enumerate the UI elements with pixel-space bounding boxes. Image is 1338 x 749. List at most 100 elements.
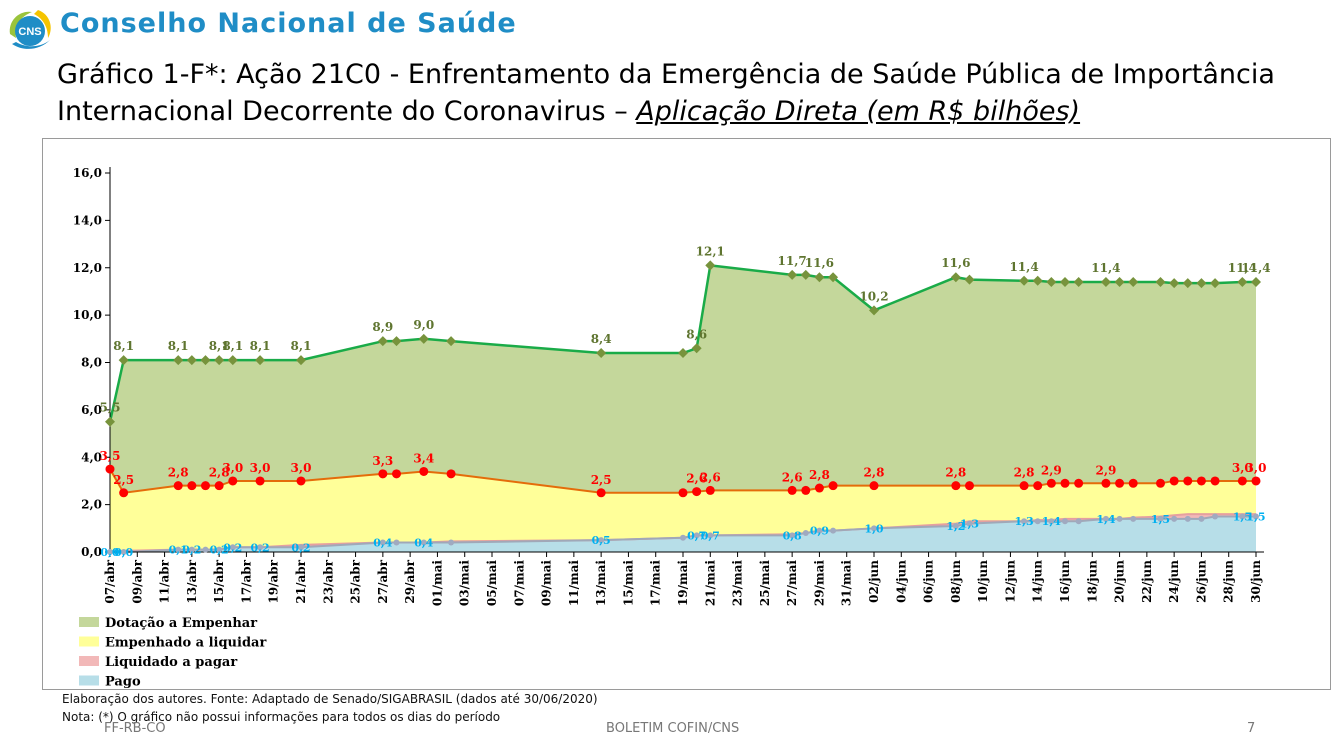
marker-pago bbox=[1102, 515, 1109, 522]
marker-pago bbox=[802, 530, 809, 537]
marker-pago bbox=[298, 544, 304, 551]
marker-pago bbox=[1157, 515, 1164, 522]
data-label-pago: 0,0 bbox=[114, 546, 133, 559]
marker-pago bbox=[952, 522, 959, 529]
marker-pago bbox=[1253, 513, 1259, 520]
marker-empenhado bbox=[828, 481, 838, 491]
marker-dotacao bbox=[105, 416, 115, 427]
marker-dotacao bbox=[214, 355, 225, 366]
data-label-empenhado-a-liquidar: 3,0 bbox=[222, 461, 243, 475]
data-label-dotacao-a-empenhar: 10,2 bbox=[859, 289, 888, 303]
org-name: Conselho Nacional de Saúde bbox=[60, 8, 517, 39]
data-label-empenhado-a-liquidar: 2,8 bbox=[945, 466, 966, 480]
y-tick-label: 8,0 bbox=[81, 356, 102, 370]
x-tick-label: 23/mai bbox=[731, 560, 745, 607]
x-tick-label: 15/mai bbox=[621, 560, 635, 607]
data-label-pago: 1,3 bbox=[960, 518, 979, 531]
marker-empenhado bbox=[596, 488, 606, 498]
marker-dotacao bbox=[1182, 278, 1193, 289]
marker-empenhado bbox=[1046, 478, 1056, 488]
marker-empenhado bbox=[705, 485, 715, 495]
logo-swoosh bbox=[12, 40, 50, 49]
x-tick-label: 07/mai bbox=[512, 560, 526, 607]
x-tick-label: 27/abr bbox=[376, 559, 390, 603]
x-tick-label: 31/mai bbox=[840, 560, 854, 607]
data-label-pago: 0,0 bbox=[100, 546, 119, 559]
marker-empenhado bbox=[105, 464, 115, 474]
data-label-empenhado-a-liquidar: 3,5 bbox=[100, 449, 121, 463]
marker-empenhado bbox=[1074, 478, 1084, 488]
marker-dotacao bbox=[1210, 278, 1221, 289]
legend-swatch-dotacao-a-empenhar bbox=[79, 617, 99, 627]
x-tick-label: 12/jun bbox=[1003, 560, 1017, 603]
marker-pago bbox=[598, 537, 605, 544]
marker-empenhado bbox=[1019, 481, 1029, 491]
marker-pago bbox=[1239, 513, 1246, 520]
legend-label-pago: Pago bbox=[105, 675, 141, 690]
data-label-empenhado-a-liquidar: 2,6 bbox=[700, 470, 721, 484]
chart-subtitle: Aplicação Direta (em R$ bilhões) bbox=[636, 96, 1081, 127]
marker-empenhado bbox=[1183, 476, 1193, 486]
legend-label-dotacao-a-empenhar: Dotação a Empenhar bbox=[105, 616, 257, 631]
y-tick-label: 14,0 bbox=[73, 213, 102, 227]
data-label-dotacao-a-empenhar: 8,1 bbox=[209, 339, 230, 353]
marker-empenhado bbox=[1210, 476, 1220, 486]
marker-empenhado bbox=[201, 481, 210, 491]
marker-pago bbox=[1130, 515, 1137, 522]
data-label-dotacao-a-empenhar: 11,6 bbox=[805, 256, 834, 270]
data-label-pago: 1,4 bbox=[1096, 513, 1115, 526]
logo-leaf-yellow bbox=[34, 10, 51, 38]
data-label-empenhado-a-liquidar: 2,8 bbox=[809, 468, 830, 482]
marker-empenhado bbox=[1128, 478, 1138, 488]
x-tick-label: 17/abr bbox=[239, 559, 253, 603]
marker-pago bbox=[1212, 513, 1219, 520]
marker-pago bbox=[1062, 518, 1068, 525]
marker-dotacao bbox=[446, 336, 457, 347]
marker-dotacao bbox=[186, 355, 197, 366]
marker-pago bbox=[1184, 515, 1191, 522]
data-label-dotacao-a-empenhar: 8,1 bbox=[291, 339, 312, 353]
x-tick-label: 01/mai bbox=[430, 560, 444, 607]
marker-pago bbox=[966, 520, 973, 527]
x-tick-label: 21/abr bbox=[294, 559, 308, 603]
x-tick-label: 27/mai bbox=[785, 560, 799, 607]
data-label-dotacao-a-empenhar: 8,1 bbox=[113, 339, 134, 353]
marker-pago bbox=[107, 549, 113, 555]
marker-dotacao bbox=[1128, 276, 1139, 287]
data-label-dotacao-a-empenhar: 11,4 bbox=[1241, 261, 1270, 275]
y-tick-label: 0,0 bbox=[81, 545, 102, 559]
x-tick-label: 26/jun bbox=[1194, 560, 1208, 603]
data-label-pago: 0,2 bbox=[182, 544, 201, 557]
marker-empenhado bbox=[1156, 478, 1165, 488]
marker-dotacao bbox=[814, 272, 825, 283]
marker-empenhado bbox=[173, 481, 183, 491]
legend-swatch-liquidado-a-pagar bbox=[79, 656, 99, 666]
marker-dotacao bbox=[691, 343, 702, 354]
x-tick-label: 14/jun bbox=[1031, 560, 1045, 603]
marker-pago bbox=[871, 525, 877, 532]
data-label-dotacao-a-empenhar: 11,7 bbox=[778, 254, 807, 268]
marker-dotacao bbox=[296, 355, 306, 366]
data-label-pago: 1,3 bbox=[1015, 515, 1034, 528]
data-label-pago: 1,5 bbox=[1151, 513, 1170, 526]
marker-empenhado bbox=[1115, 478, 1125, 488]
marker-pago bbox=[680, 534, 686, 541]
marker-dotacao bbox=[1196, 278, 1207, 289]
data-label-dotacao-a-empenhar: 8,1 bbox=[168, 339, 189, 353]
data-label-dotacao-a-empenhar: 12,1 bbox=[696, 244, 725, 258]
data-label-pago: 1,5 bbox=[1233, 510, 1252, 523]
data-label-pago: 0,1 bbox=[169, 544, 188, 557]
slide-title: Gráfico 1-F*: Ação 21C0 - Enfrentamento … bbox=[57, 56, 1327, 130]
y-tick-label: 16,0 bbox=[73, 166, 102, 180]
marker-dotacao bbox=[705, 260, 716, 271]
marker-pago bbox=[1171, 515, 1178, 522]
x-tick-label: 05/mai bbox=[485, 560, 499, 607]
marker-empenhado bbox=[1237, 476, 1247, 486]
x-tick-label: 09/abr bbox=[130, 559, 144, 603]
x-tick-label: 17/mai bbox=[649, 560, 663, 607]
marker-pago bbox=[789, 532, 796, 539]
data-label-pago: 0,2 bbox=[251, 541, 270, 554]
marker-empenhado bbox=[1060, 478, 1070, 488]
data-label-pago: 0,2 bbox=[291, 541, 310, 554]
source-note: Elaboração dos autores. Fonte: Adaptado … bbox=[62, 692, 598, 706]
